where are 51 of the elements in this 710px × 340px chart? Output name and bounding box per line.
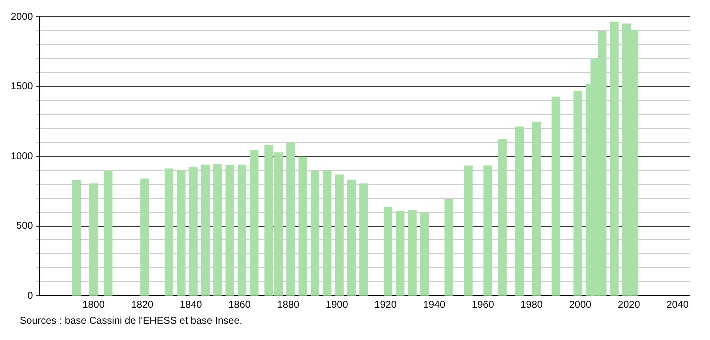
bar <box>140 178 150 296</box>
bar <box>384 208 393 296</box>
bar <box>360 184 368 296</box>
x-tick-label: 1880 <box>277 300 300 311</box>
x-tick-label: 1900 <box>326 300 349 311</box>
bar <box>574 91 582 296</box>
bar <box>177 170 186 296</box>
bar <box>464 166 473 296</box>
bar <box>610 22 619 296</box>
source-note: Sources : base Cassini de l'EHESS et base Insee. <box>20 316 244 327</box>
x-tick-label: 1840 <box>180 300 203 311</box>
bar <box>164 168 174 296</box>
x-tick-label: 1860 <box>228 300 252 311</box>
bar <box>532 122 542 296</box>
bar <box>515 126 524 296</box>
y-tick-label: 1500 <box>10 82 34 92</box>
x-tick-label: 1920 <box>374 300 398 311</box>
bar <box>396 211 405 296</box>
bar <box>484 166 492 296</box>
bar <box>335 174 344 296</box>
bar <box>104 170 113 296</box>
bar <box>201 164 210 296</box>
y-tick-label: 500 <box>16 221 34 232</box>
bar <box>226 165 234 296</box>
x-tick-label: 1960 <box>472 300 495 311</box>
bar <box>214 164 222 296</box>
bar <box>444 199 454 296</box>
bar <box>286 143 296 296</box>
bar <box>323 170 332 296</box>
bar <box>89 184 98 296</box>
x-tick-label: 2000 <box>569 300 592 311</box>
x-tick-label: 1800 <box>82 300 106 311</box>
bar <box>498 139 507 296</box>
y-tick-label: 1000 <box>10 151 34 162</box>
bar <box>72 180 82 296</box>
x-tick-label: 1940 <box>423 300 446 311</box>
x-tick-label: 2040 <box>666 300 690 311</box>
bar <box>408 210 417 296</box>
x-tick-label: 1980 <box>520 300 544 311</box>
bar <box>238 164 247 296</box>
bar <box>298 156 308 296</box>
bar <box>420 212 430 296</box>
bar <box>250 150 259 296</box>
bar <box>189 167 198 296</box>
y-tick-label: 0 <box>28 290 34 302</box>
x-tick-label: 1820 <box>131 300 154 311</box>
bar <box>552 96 560 296</box>
x-tick-label: 2020 <box>618 300 641 311</box>
bar <box>347 180 356 296</box>
y-tick-label: 2000 <box>10 12 34 23</box>
bar <box>310 171 320 296</box>
